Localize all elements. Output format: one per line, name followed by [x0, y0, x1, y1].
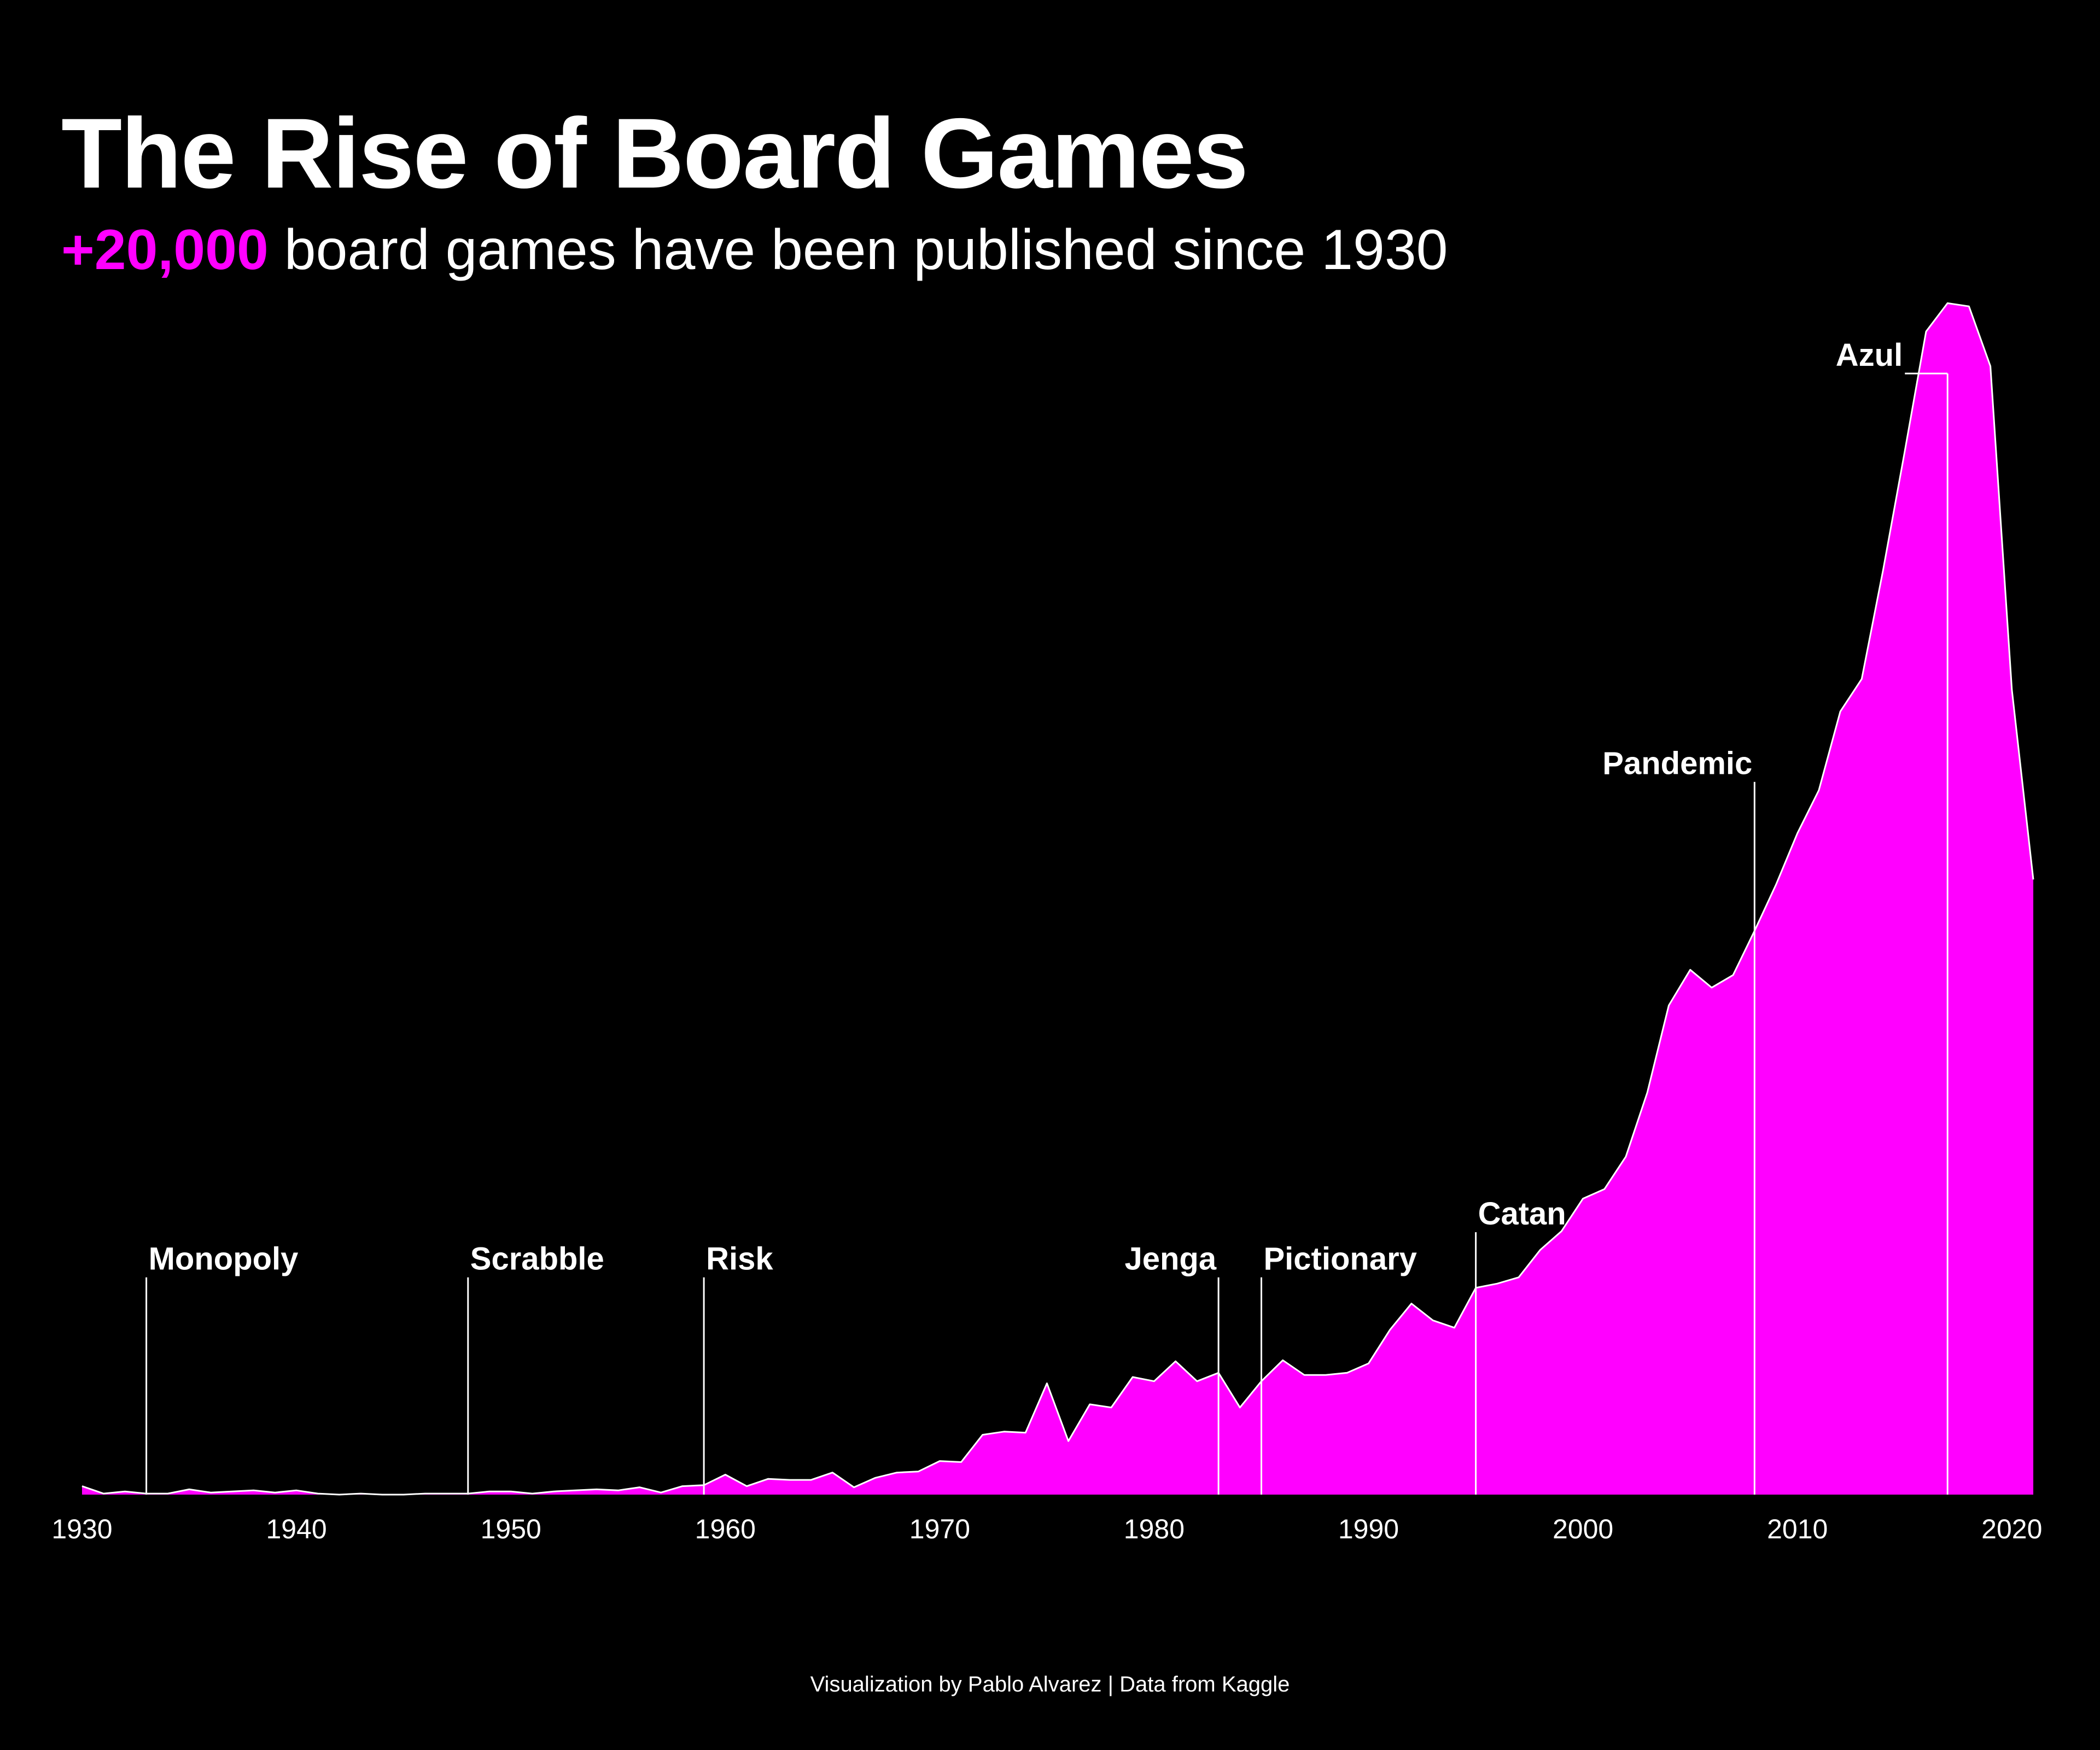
x-tick-label: 2010 [1767, 1514, 1828, 1544]
page-subtitle: +20,000 board games have been published … [61, 219, 1448, 281]
x-tick-label: 1940 [266, 1514, 326, 1544]
annotation-azul: Azul [1836, 337, 1949, 1495]
x-tick-label: 1960 [695, 1514, 756, 1544]
annotation-label: Pictionary [1264, 1241, 1417, 1277]
annotation-monopoly: Monopoly [145, 1241, 299, 1495]
annotation-label: Pandemic [1602, 746, 1752, 781]
annotation-jenga: Jenga [1124, 1241, 1220, 1495]
annotation-risk: Risk [703, 1241, 773, 1495]
annotation-pandemic: Pandemic [1602, 746, 1755, 1495]
x-tick-label: 1990 [1338, 1514, 1399, 1544]
x-tick-label: 2020 [1981, 1514, 2042, 1544]
x-axis: 1930 1940 1950 1960 1970 1980 1990 2000 2010 2020 [51, 1514, 2042, 1544]
annotation-label: Azul [1836, 337, 1903, 373]
x-tick-label: 1930 [51, 1514, 112, 1544]
credits-footer: Visualization by Pablo Alvarez | Data fr… [810, 1672, 1290, 1696]
annotation-catan: Catan [1475, 1196, 1566, 1495]
page-title: The Rise of Board Games [61, 97, 1249, 209]
annotation-label: Risk [706, 1241, 773, 1277]
subtitle-highlight: +20,000 [61, 218, 269, 282]
x-tick-label: 2000 [1553, 1514, 1613, 1544]
x-tick-label: 1950 [481, 1514, 541, 1544]
area-layer [81, 302, 2034, 1496]
annotation-label: Jenga [1124, 1241, 1216, 1277]
annotation-pictionary: Pictionary [1261, 1241, 1417, 1495]
annotation-label: Monopoly [149, 1241, 299, 1277]
annotation-label: Scrabble [470, 1241, 604, 1277]
annotation-layer: Monopoly Scrabble Risk Jenga Pictionary Catan… [145, 337, 1949, 1495]
annotation-scrabble: Scrabble [467, 1241, 604, 1495]
annotation-label: Catan [1478, 1196, 1566, 1232]
x-tick-label: 1980 [1124, 1514, 1185, 1544]
series-area [82, 303, 2033, 1495]
x-tick-label: 1970 [909, 1514, 970, 1544]
series-line [81, 302, 2034, 1496]
subtitle-text: board games have been published since 19… [268, 218, 1448, 282]
